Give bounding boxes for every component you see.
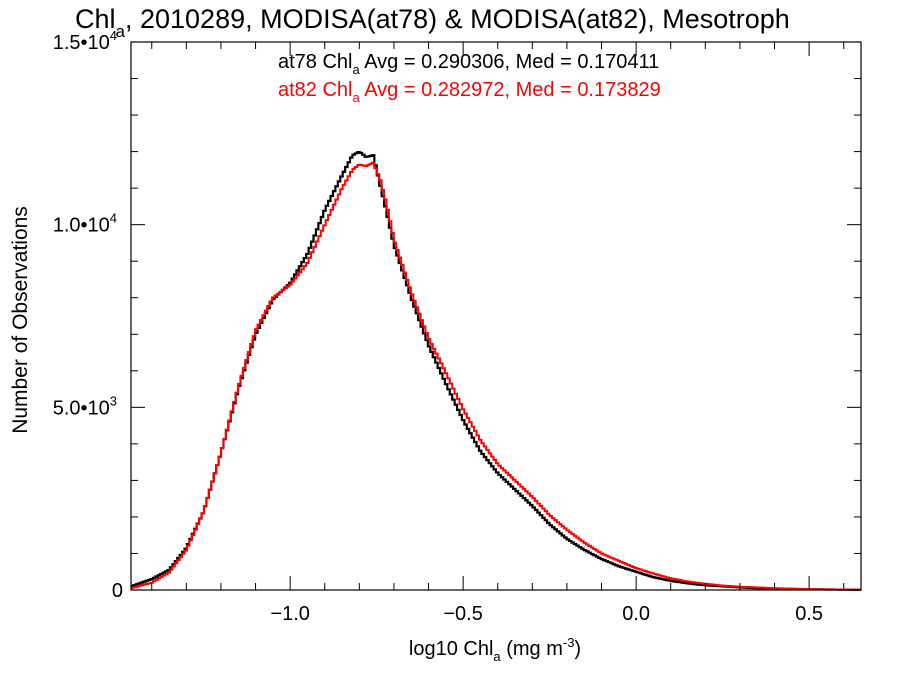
y-tick-label: 0 (112, 580, 123, 602)
x-axis-label: log10 Chla (mg m-3) (409, 635, 581, 664)
x-tick-label: 0.5 (795, 603, 823, 625)
y-axis-label: Number of Observations (9, 206, 32, 434)
series-line-at82 (131, 161, 861, 591)
series-line-at78 (131, 150, 861, 591)
axes: −1.0 −0.5 0.0 0.5 0 5.0•103 1.0•104 1.5•104 (53, 28, 862, 625)
stats-line-at82: at82 Chla Avg = 0.282972, Med = 0.173829 (278, 79, 661, 105)
plot-area (131, 150, 861, 591)
stats-line-at78: at78 Chla Avg = 0.290306, Med = 0.170411 (278, 51, 659, 77)
y-tick-label: 1.5•104 (53, 28, 117, 54)
chart-title: Chla, 2010289, MODISA(at78) & MODISA(at8… (75, 4, 790, 41)
x-tick-label: −0.5 (443, 603, 482, 625)
y-tick-label: 1.0•104 (53, 211, 117, 237)
x-tick-label: 0.0 (622, 603, 650, 625)
x-tick-label: −1.0 (270, 603, 309, 625)
y-tick-label: 5.0•103 (53, 393, 117, 419)
plot-frame (130, 41, 862, 591)
